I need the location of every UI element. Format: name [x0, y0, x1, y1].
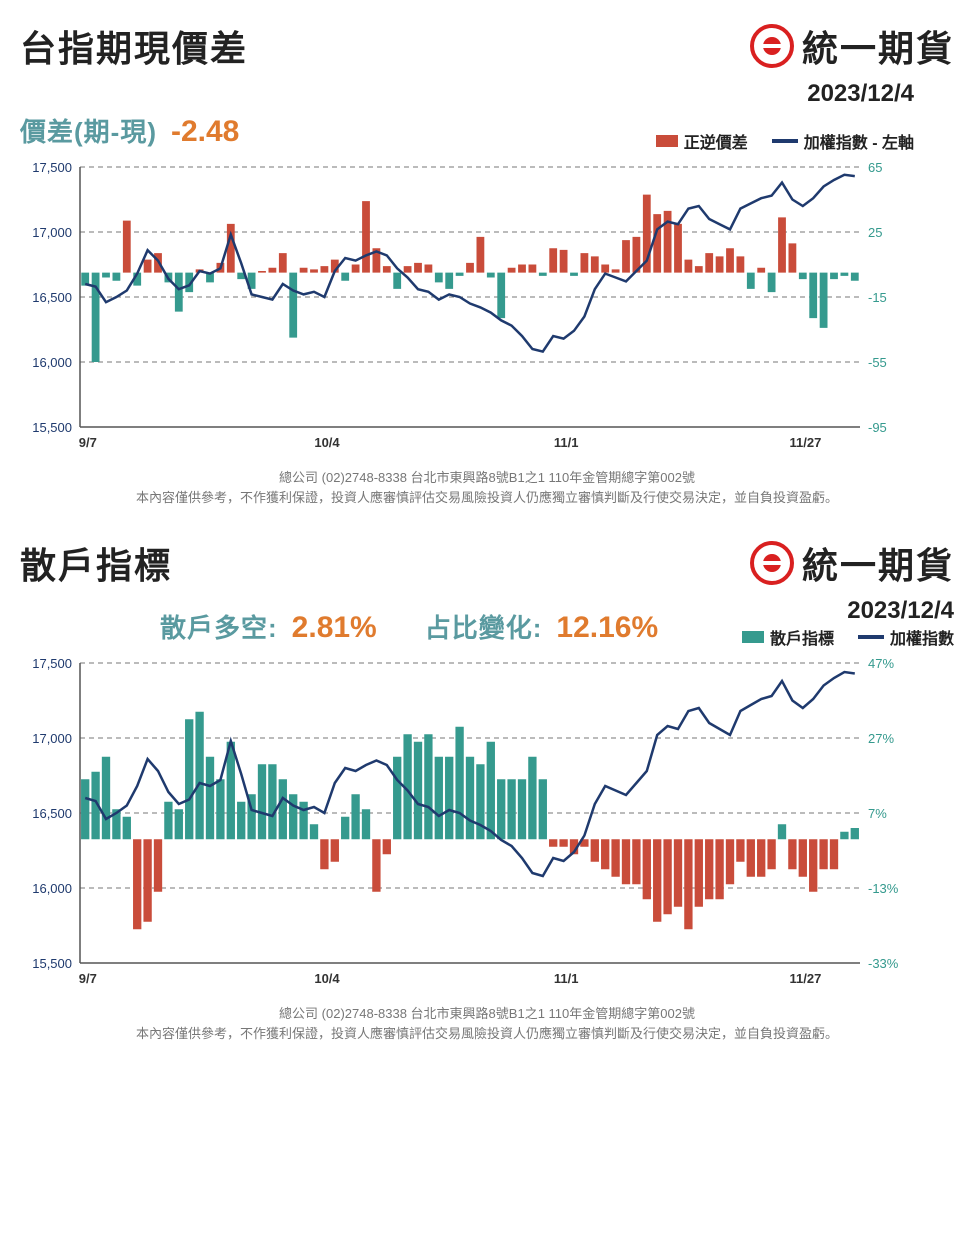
brand-icon	[750, 24, 794, 68]
svg-text:17,500: 17,500	[32, 160, 72, 175]
svg-text:11/27: 11/27	[789, 971, 821, 986]
header-row: 台指期現價差 統一期貨	[20, 20, 954, 72]
plot-area: 15,500 16,000 16,500 17,000 17,500 -33% -13% 7%…	[20, 653, 954, 998]
legend-bar: 正逆價差	[656, 129, 748, 153]
metrics: 散戶多空: 2.81% 占比變化: 12.16%	[160, 608, 658, 645]
brand: 統一期貨	[750, 537, 954, 589]
legend-line-label: 加權指數 - 左軸	[804, 129, 914, 153]
svg-text:17,000: 17,000	[32, 225, 72, 240]
footer-line1: 總公司 (02)2748-8338 台北市東興路8號B1之1 110年金管期總字…	[20, 1004, 954, 1024]
plot-area: 15,500 16,000 16,500 17,000 17,500 -95 -55 -15 2…	[20, 157, 954, 462]
svg-text:9/7: 9/7	[79, 435, 97, 450]
legend-line-label: 加權指數	[890, 625, 954, 649]
svg-text:11/1: 11/1	[554, 435, 579, 450]
svg-text:16,000: 16,000	[32, 881, 72, 896]
legend-bar-swatch	[742, 631, 764, 643]
metrics-legend-row: 散戶多空: 2.81% 占比變化: 12.16% 2023/12/4 散戶指標 …	[20, 597, 954, 653]
metric2-label: 占比變化:	[425, 608, 543, 645]
metric1-value: 2.81%	[292, 611, 377, 645]
chart-block-spread: 台指期現價差 統一期貨 2023/12/4 價差(期-現) -2.48 正逆價差…	[0, 0, 974, 517]
date: 2023/12/4	[742, 597, 954, 625]
brand-icon	[750, 541, 794, 585]
legend: 正逆價差 加權指數 - 左軸	[656, 129, 954, 153]
metrics-legend-row: 價差(期-現) -2.48 正逆價差 加權指數 - 左軸	[20, 108, 954, 157]
header-row: 散戶指標 統一期貨	[20, 537, 954, 589]
svg-text:15,500: 15,500	[32, 956, 72, 971]
svg-text:9/7: 9/7	[79, 971, 97, 986]
legend: 散戶指標 加權指數	[742, 625, 954, 649]
footer-line2: 本內容僅供參考，不作獲利保證，投資人應審慎評估交易風險投資人仍應獨立審慎判斷及行…	[20, 1024, 954, 1044]
legend-line-swatch	[772, 139, 798, 143]
svg-text:27%: 27%	[868, 731, 894, 746]
svg-text:16,500: 16,500	[32, 290, 72, 305]
svg-text:25: 25	[868, 225, 882, 240]
svg-text:17,000: 17,000	[32, 731, 72, 746]
footer-line1: 總公司 (02)2748-8338 台北市東興路8號B1之1 110年金管期總字…	[20, 468, 954, 488]
metric-label: 價差(期-現)	[20, 112, 157, 149]
svg-text:-13%: -13%	[868, 881, 899, 896]
chart-title: 散戶指標	[20, 537, 172, 589]
chart-svg: 15,500 16,000 16,500 17,000 17,500 -95 -55 -15 2…	[20, 157, 920, 457]
svg-text:10/4: 10/4	[314, 435, 340, 450]
svg-text:11/1: 11/1	[554, 971, 579, 986]
svg-text:17,500: 17,500	[32, 656, 72, 671]
svg-text:16,500: 16,500	[32, 806, 72, 821]
svg-text:7%: 7%	[868, 806, 887, 821]
metric1-label: 散戶多空:	[160, 608, 278, 645]
brand: 統一期貨	[750, 20, 954, 72]
svg-text:11/27: 11/27	[789, 435, 821, 450]
metric-value: -2.48	[171, 115, 239, 149]
legend-line: 加權指數 - 左軸	[772, 129, 914, 153]
svg-text:-95: -95	[868, 420, 887, 435]
legend-bar-label: 正逆價差	[684, 129, 748, 153]
brand-name: 統一期貨	[802, 20, 954, 72]
svg-text:15,500: 15,500	[32, 420, 72, 435]
metrics: 價差(期-現) -2.48	[20, 112, 239, 149]
svg-text:65: 65	[868, 160, 882, 175]
chart-svg: 15,500 16,000 16,500 17,000 17,500 -33% -13% 7%…	[20, 653, 920, 993]
svg-text:47%: 47%	[868, 656, 894, 671]
svg-text:-15: -15	[868, 290, 887, 305]
legend-bar-label: 散戶指標	[770, 625, 834, 649]
svg-text:10/4: 10/4	[314, 971, 340, 986]
svg-text:16,000: 16,000	[32, 355, 72, 370]
brand-name: 統一期貨	[802, 537, 954, 589]
chart-block-retail: 散戶指標 統一期貨 散戶多空: 2.81% 占比變化: 12.16% 2023/…	[0, 517, 974, 1053]
svg-text:-55: -55	[868, 355, 887, 370]
chart-title: 台指期現價差	[20, 20, 248, 72]
footer: 總公司 (02)2748-8338 台北市東興路8號B1之1 110年金管期總字…	[20, 1004, 954, 1043]
footer: 總公司 (02)2748-8338 台北市東興路8號B1之1 110年金管期總字…	[20, 468, 954, 507]
legend-line: 加權指數	[858, 625, 954, 649]
legend-bar-swatch	[656, 135, 678, 147]
footer-line2: 本內容僅供參考，不作獲利保證，投資人應審慎評估交易風險投資人仍應獨立審慎判斷及行…	[20, 488, 954, 508]
legend-line-swatch	[858, 635, 884, 639]
svg-text:-33%: -33%	[868, 956, 899, 971]
legend-bar: 散戶指標	[742, 625, 834, 649]
date: 2023/12/4	[20, 80, 954, 108]
metric2-value: 12.16%	[556, 611, 658, 645]
